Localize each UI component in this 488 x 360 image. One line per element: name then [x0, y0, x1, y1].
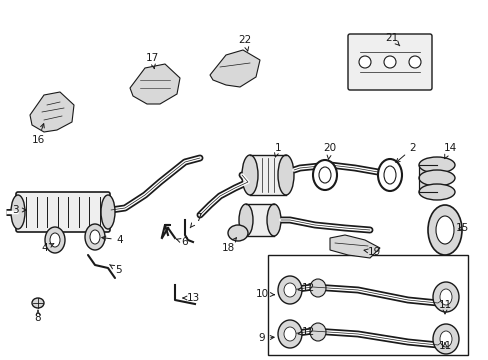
Ellipse shape — [242, 155, 258, 195]
Ellipse shape — [278, 320, 302, 348]
Text: 9: 9 — [258, 333, 274, 343]
Text: 6: 6 — [176, 237, 188, 247]
Ellipse shape — [11, 195, 25, 229]
Ellipse shape — [284, 283, 295, 297]
Text: 3: 3 — [12, 205, 26, 215]
Ellipse shape — [432, 282, 458, 312]
Ellipse shape — [408, 56, 420, 68]
Text: 12: 12 — [297, 283, 314, 293]
Ellipse shape — [418, 157, 454, 173]
Ellipse shape — [45, 227, 65, 253]
Ellipse shape — [85, 224, 105, 250]
Ellipse shape — [32, 298, 44, 308]
Polygon shape — [209, 50, 260, 87]
Ellipse shape — [90, 230, 100, 244]
Bar — [245, 204, 273, 236]
Text: 21: 21 — [385, 33, 399, 46]
Text: 17: 17 — [145, 53, 158, 69]
Text: 4: 4 — [102, 235, 123, 245]
Ellipse shape — [312, 160, 336, 190]
Text: 5: 5 — [109, 265, 121, 275]
Bar — [267, 255, 467, 355]
Ellipse shape — [383, 166, 395, 184]
Text: 22: 22 — [238, 35, 251, 51]
Ellipse shape — [432, 324, 458, 354]
Ellipse shape — [418, 170, 454, 186]
Bar — [249, 155, 285, 195]
Ellipse shape — [278, 276, 302, 304]
Ellipse shape — [239, 204, 252, 236]
Ellipse shape — [101, 195, 115, 229]
Text: 8: 8 — [35, 310, 41, 323]
Polygon shape — [329, 235, 379, 258]
Ellipse shape — [377, 159, 401, 191]
FancyBboxPatch shape — [16, 192, 110, 232]
Text: 20: 20 — [323, 143, 336, 159]
Text: 14: 14 — [443, 143, 456, 159]
Ellipse shape — [358, 56, 370, 68]
Text: 19: 19 — [363, 247, 380, 257]
Text: 16: 16 — [31, 123, 44, 145]
Text: 11: 11 — [437, 341, 451, 351]
Text: 7: 7 — [190, 213, 201, 228]
Ellipse shape — [435, 216, 453, 244]
Ellipse shape — [309, 323, 325, 341]
Ellipse shape — [50, 233, 60, 247]
Text: 2: 2 — [395, 143, 415, 162]
FancyBboxPatch shape — [347, 34, 431, 90]
Ellipse shape — [418, 184, 454, 200]
Bar — [418, 165, 436, 192]
Ellipse shape — [439, 289, 451, 305]
Ellipse shape — [284, 327, 295, 341]
Ellipse shape — [278, 155, 293, 195]
Text: 13: 13 — [183, 293, 199, 303]
Ellipse shape — [318, 167, 330, 183]
Ellipse shape — [266, 204, 281, 236]
Polygon shape — [130, 64, 180, 104]
Ellipse shape — [439, 331, 451, 347]
Polygon shape — [30, 92, 74, 132]
Ellipse shape — [427, 205, 461, 255]
Text: 18: 18 — [221, 238, 236, 253]
Text: 15: 15 — [454, 223, 468, 233]
Text: 11: 11 — [437, 300, 451, 314]
Text: 1: 1 — [274, 143, 281, 157]
Ellipse shape — [227, 225, 247, 241]
Text: 4: 4 — [41, 243, 54, 253]
Text: 12: 12 — [297, 327, 314, 337]
Ellipse shape — [309, 279, 325, 297]
Text: 10: 10 — [255, 289, 274, 299]
Ellipse shape — [383, 56, 395, 68]
